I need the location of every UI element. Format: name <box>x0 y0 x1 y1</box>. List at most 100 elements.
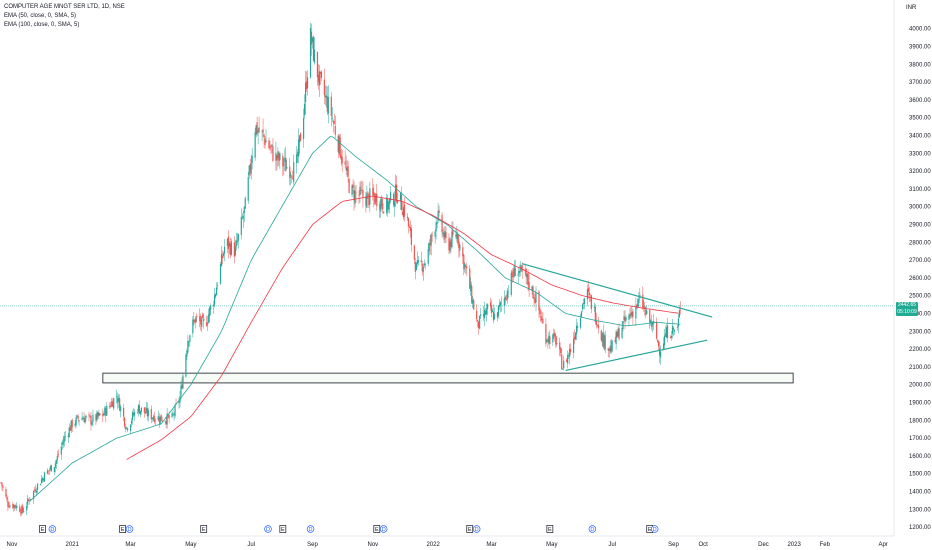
candle-body <box>410 228 412 245</box>
ema50-legend[interactable]: EMA (50, close, 0, SMA, 5) <box>4 13 77 19</box>
dividend-marker <box>306 525 315 533</box>
candle-body <box>0 482 2 484</box>
candle-body <box>614 340 616 342</box>
candle-body <box>21 506 23 514</box>
candle-body <box>394 184 397 200</box>
candle-body <box>306 77 309 89</box>
y-tick-label: 3500.00 <box>909 116 931 122</box>
candle-body <box>27 498 29 505</box>
candle-body <box>624 316 626 322</box>
candle-body <box>74 423 76 426</box>
candle-body <box>518 271 520 274</box>
candle-body <box>396 199 399 203</box>
candle-body <box>14 505 16 507</box>
upper-trendline <box>521 263 713 318</box>
candle-body <box>144 411 146 414</box>
candle-body <box>193 319 195 322</box>
candle-body <box>572 338 575 353</box>
candle-body <box>540 316 542 321</box>
candle-body <box>261 130 263 132</box>
candle-body <box>57 454 59 456</box>
candle-body <box>145 407 147 413</box>
candle-body <box>498 304 501 307</box>
candle-body <box>196 315 198 318</box>
candle-body <box>251 156 253 163</box>
candle-body <box>642 294 644 308</box>
candle-body <box>423 263 425 266</box>
candle-body <box>332 121 334 123</box>
candle-body <box>95 414 97 421</box>
candle-body <box>496 312 499 318</box>
y-tick-label: 1300.00 <box>909 507 931 513</box>
candle-body <box>566 359 568 362</box>
x-tick-label: Sep <box>307 542 318 548</box>
candle-body <box>649 310 651 323</box>
currency-label: INR <box>906 5 917 11</box>
x-tick-label: Jul <box>247 542 255 548</box>
candle-body <box>677 318 680 327</box>
candle-body <box>595 320 597 326</box>
dividend-marker-label: D <box>128 527 132 533</box>
candle-body <box>195 317 197 322</box>
candle-body <box>485 308 488 315</box>
candle-body <box>220 253 223 267</box>
dividend-marker-label: D <box>382 527 386 533</box>
candle-body <box>549 336 551 344</box>
candle-body <box>206 322 208 326</box>
candle-body <box>636 304 638 307</box>
candle-body <box>556 343 558 344</box>
candle-body <box>200 319 202 325</box>
candle-body <box>514 267 516 276</box>
y-tick-label: 3600.00 <box>909 98 931 104</box>
candle-body <box>223 246 226 254</box>
candle-body <box>88 414 90 416</box>
candle-body <box>41 478 44 481</box>
candle-body <box>486 304 489 309</box>
candle-body <box>493 313 496 319</box>
candle-body <box>36 483 39 491</box>
candle-body <box>424 263 426 265</box>
candle-body <box>257 130 259 133</box>
candle-body <box>219 263 222 284</box>
candle-body <box>75 416 77 425</box>
candle-body <box>138 405 141 414</box>
candle-body <box>77 416 79 420</box>
candle-body <box>293 162 295 183</box>
ema100-legend[interactable]: EMA (100, close, 0, SMA, 5) <box>4 22 80 28</box>
candle-body <box>580 311 583 318</box>
candle-body <box>262 129 264 133</box>
candle-body <box>380 199 382 212</box>
candle-body <box>616 332 618 338</box>
candle-body <box>653 321 655 324</box>
y-tick-label: 2000.00 <box>909 383 931 389</box>
candle-body <box>161 420 163 422</box>
earnings-marker <box>200 525 208 533</box>
candle-body <box>68 427 70 438</box>
candle-body <box>96 412 98 421</box>
candle-body <box>601 333 603 342</box>
time-axis[interactable]: Nov 2021 Mar May Jul Sep Nov 2022 Mar May Jul Sep Oc… <box>7 542 888 548</box>
price-axis[interactable]: 1200.00 1300.00 1400.00 1500.00 1600.00 1700.… <box>909 27 931 531</box>
candle-body <box>76 415 78 417</box>
x-tick-label: Oct <box>698 542 708 548</box>
candle-body <box>304 82 307 103</box>
candle-body <box>326 96 328 112</box>
y-tick-label: 1900.00 <box>909 401 931 407</box>
candle-body <box>316 51 319 78</box>
candle-body <box>389 198 391 205</box>
y-tick-label: 3300.00 <box>909 151 931 157</box>
candle-body <box>469 268 471 289</box>
symbol-title[interactable]: COMPUTER AGE MNGT SER LTD, 1D, NSE <box>4 4 125 10</box>
candle-body <box>479 315 481 329</box>
candle-body <box>325 95 327 98</box>
candle-body <box>408 226 411 228</box>
candle-body <box>576 326 579 328</box>
x-tick-label: Mar <box>125 542 135 548</box>
ema50-line <box>30 135 681 501</box>
candle-body <box>500 302 502 304</box>
chart-legend: COMPUTER AGE MNGT SER LTD, 1D, NSE EMA (… <box>4 3 125 30</box>
candle-body <box>448 238 450 251</box>
candle-body <box>596 324 598 326</box>
candle-body <box>678 310 681 318</box>
